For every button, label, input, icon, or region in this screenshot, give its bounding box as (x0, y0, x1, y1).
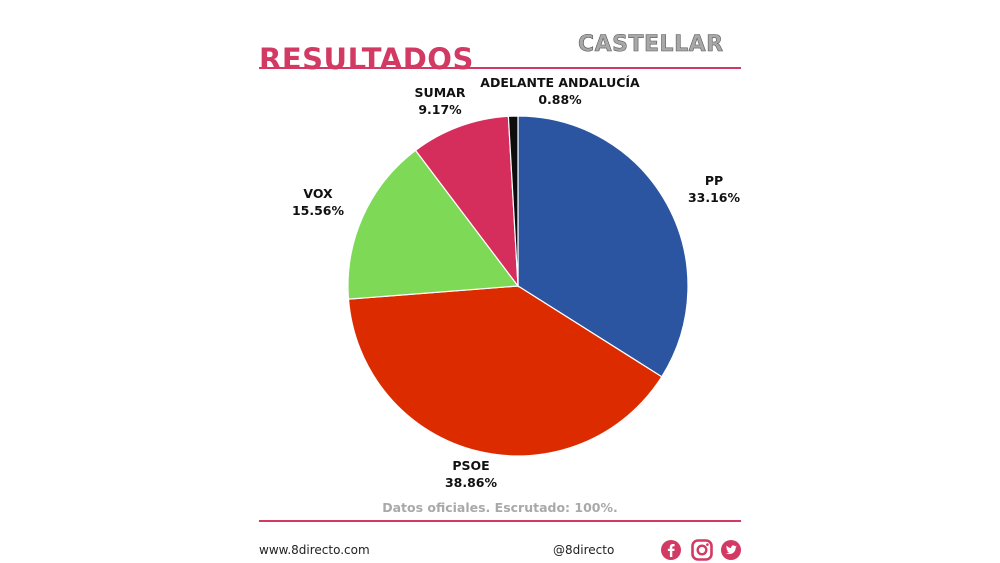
footer-divider (259, 520, 741, 522)
social-handle: @8directo (553, 543, 615, 557)
page-title: RESULTADOS (259, 42, 474, 76)
twitter-icon[interactable] (720, 539, 742, 561)
slice-label-psoe: PSOE (452, 458, 489, 473)
slice-label-sumar: SUMAR (415, 85, 466, 100)
website-link[interactable]: www.8directo.com (259, 543, 370, 557)
slice-label-adelante-andaluc-a: ADELANTE ANDALUCÍA (480, 75, 640, 90)
facebook-icon[interactable] (660, 539, 682, 561)
pie-slice-pp (517, 115, 689, 378)
slice-value-pp: 33.16% (688, 190, 741, 205)
slice-label-pp: PP (705, 173, 723, 188)
location-title: CASTELLAR (578, 32, 724, 58)
pie-slice-sumar (414, 115, 519, 288)
pie-slice-adelante-andaluc-a (507, 115, 519, 287)
slice-value-psoe: 38.86% (445, 475, 498, 490)
slice-value-sumar: 9.17% (418, 102, 462, 117)
header-divider (259, 67, 741, 69)
pie-slice-vox (347, 149, 520, 300)
pie-slice-psoe (347, 285, 663, 457)
instagram-icon[interactable] (691, 539, 713, 561)
slice-value-adelante-andaluc-a: 0.88% (538, 92, 582, 107)
slice-value-vox: 15.56% (292, 203, 345, 218)
slice-label-vox: VOX (303, 186, 333, 201)
data-source-note: Datos oficiales. Escrutado: 100%. (382, 500, 618, 515)
